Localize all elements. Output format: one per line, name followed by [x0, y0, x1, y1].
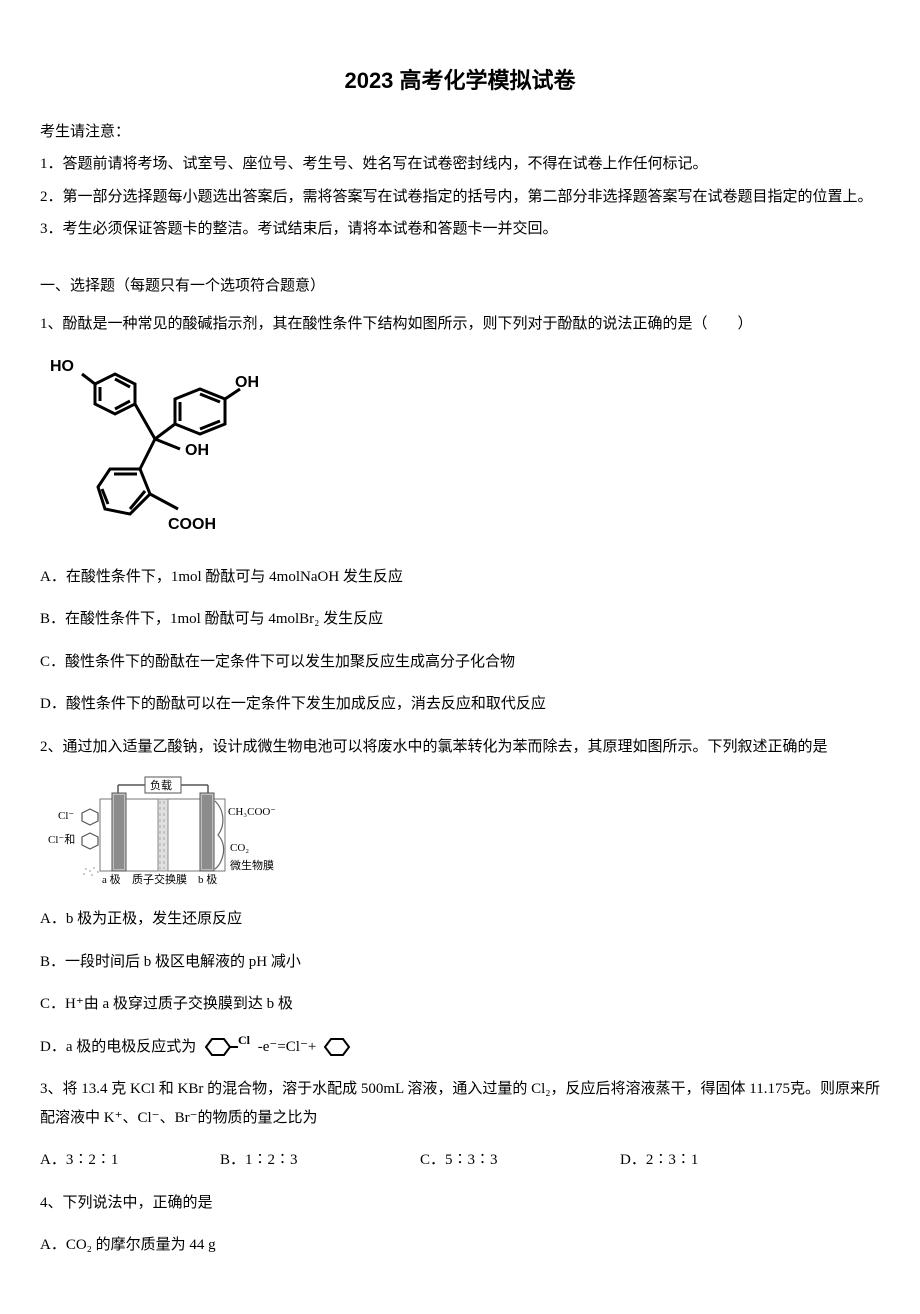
svg-text:b 极: b 极: [198, 872, 217, 886]
q3-option-b: B．1∶2∶3: [220, 1146, 420, 1175]
notice-3: 3．考生必须保证答题卡的整洁。考试结束后，请将本试卷和答题卡一并交回。: [40, 215, 880, 244]
q2-option-b: B．一段时间后 b 极区电解液的 pH 减小: [40, 948, 880, 977]
q1-figure: HO OH OH COOH: [40, 349, 880, 549]
q1-option-d: D．酸性条件下的酚酞可以在一定条件下发生加成反应，消去反应和取代反应: [40, 690, 880, 719]
svg-text:微生物膜: 微生物膜: [230, 858, 274, 872]
q1-option-c: C．酸性条件下的酚酞在一定条件下可以发生加聚反应生成高分子化合物: [40, 648, 880, 677]
q2-figure: 负载 Cl⁻ Cl⁻和 CH₃COO⁻ CO₂ 微生物膜 a 极 质子交换膜 b…: [40, 771, 880, 891]
svg-text:Cl⁻: Cl⁻: [58, 810, 74, 822]
q2-option-c: C．H⁺由 a 极穿过质子交换膜到达 b 极: [40, 990, 880, 1019]
q2-option-a: A．b 极为正极，发生还原反应: [40, 905, 880, 934]
svg-text:OH: OH: [185, 442, 209, 459]
svg-text:CH₃COO⁻: CH₃COO⁻: [228, 806, 275, 818]
benzene-icon: [320, 1034, 352, 1060]
svg-text:负载: 负载: [150, 778, 172, 792]
q1-option-a: A．在酸性条件下，1mol 酚酞可与 4molNaOH 发生反应: [40, 563, 880, 592]
svg-text:CO₂: CO₂: [230, 842, 249, 854]
section-heading: 一、选择题（每题只有一个选项符合题意）: [40, 272, 880, 301]
svg-text:a 极: a 极: [102, 872, 121, 886]
svg-text:HO: HO: [50, 358, 74, 375]
q4-stem: 4、下列说法中，正确的是: [40, 1189, 880, 1218]
q1-stem: 1、酚酞是一种常见的酸碱指示剂，其在酸性条件下结构如图所示，则下列对于酚酞的说法…: [40, 310, 880, 339]
notice-1: 1．答题前请将考场、试室号、座位号、考生号、姓名写在试卷密封线内，不得在试卷上作…: [40, 150, 880, 179]
q2-option-d-pre: D．a 极的电极反应式为: [40, 1039, 196, 1055]
q3-stem: 3、将 13.4 克 KCl 和 KBr 的混合物，溶于水配成 500mL 溶液…: [40, 1075, 880, 1132]
q2-option-d-mid: -e⁻=Cl⁻+: [258, 1039, 317, 1055]
exam-title: 2023 高考化学模拟试卷: [40, 60, 880, 102]
svg-text:OH: OH: [235, 374, 259, 391]
q2-stem: 2、通过加入适量乙酸钠，设计成微生物电池可以将废水中的氯苯转化为苯而除去，其原理…: [40, 733, 880, 762]
q3-option-c: C．5∶3∶3: [420, 1146, 620, 1175]
q3-option-a: A．3∶2∶1: [40, 1146, 220, 1175]
svg-text:Cl⁻和: Cl⁻和: [48, 833, 75, 846]
q1-option-b: B．在酸性条件下，1mol 酚酞可与 4molBr₂ 发生反应: [40, 605, 880, 634]
q3-options: A．3∶2∶1 B．1∶2∶3 C．5∶3∶3 D．2∶3∶1: [40, 1146, 880, 1175]
svg-text:COOH: COOH: [168, 516, 216, 533]
notice-head: 考生请注意：: [40, 118, 880, 147]
notice-2: 2．第一部分选择题每小题选出答案后，需将答案写在试卷指定的括号内，第二部分非选择…: [40, 183, 880, 212]
svg-text:Cl: Cl: [238, 1034, 251, 1047]
q4-option-a: A．CO₂ 的摩尔质量为 44 g: [40, 1231, 880, 1260]
chlorobenzene-icon: Cl: [200, 1034, 254, 1060]
svg-text:质子交换膜: 质子交换膜: [132, 872, 187, 886]
q2-option-d: D．a 极的电极反应式为 Cl -e⁻=Cl⁻+: [40, 1033, 880, 1062]
q3-option-d: D．2∶3∶1: [620, 1146, 800, 1175]
